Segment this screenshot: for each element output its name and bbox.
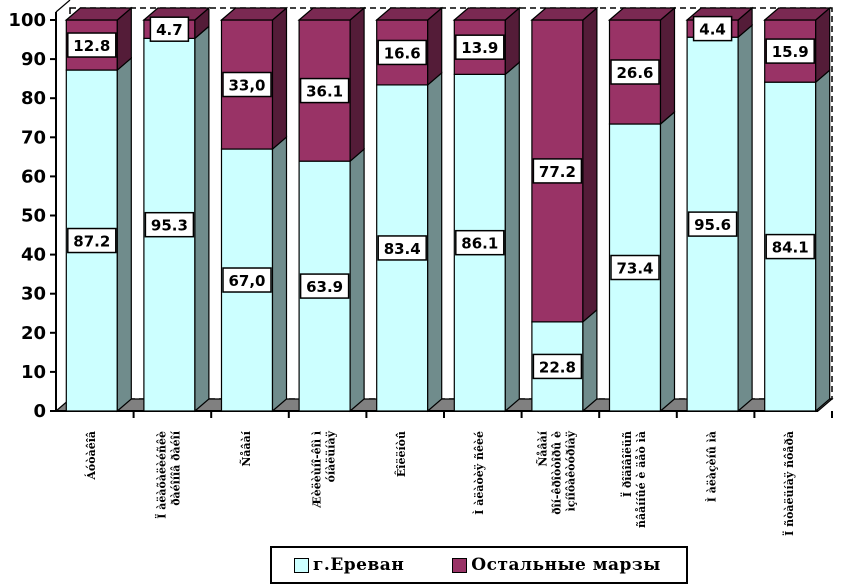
x-category-label: Ï ñòàëüíàÿ ñôåðà (782, 431, 796, 536)
data-label: 22.8 (539, 358, 576, 376)
data-label-box (610, 254, 660, 281)
y-tick-label: 80 (21, 88, 46, 109)
bar-segment-side (659, 6, 676, 126)
bar-segment-side (194, 25, 210, 413)
bar-segment-side (815, 6, 831, 84)
data-label: 86.1 (461, 235, 498, 253)
data-label: 13.9 (461, 39, 498, 57)
bar-top (607, 7, 677, 21)
data-label-box (222, 71, 272, 98)
data-label-box (455, 34, 505, 60)
data-label-box (299, 273, 350, 299)
y-tick-label: 100 (8, 10, 46, 31)
bar-top (64, 7, 133, 21)
data-label-box (610, 59, 660, 85)
data-label: 63.9 (306, 278, 343, 296)
data-label-box (377, 235, 427, 261)
data-label-box (532, 353, 583, 380)
x-category-label: Ï àëàõàëèéñêèðàéîíîâ ðàéîí (154, 430, 182, 519)
x-category-label: Ì àëàòèÿ ñêèé (472, 431, 486, 515)
legend-label-yerevan: г.Ереван (313, 555, 405, 575)
x-category-label: Áóòàêîâ (84, 431, 98, 481)
data-label: 15.9 (772, 43, 809, 61)
data-label: 77.2 (539, 163, 576, 181)
bar-segment-side (582, 6, 598, 324)
data-label: 16.6 (384, 44, 421, 62)
bar-segment-side (659, 110, 676, 413)
data-label-box (687, 211, 738, 237)
data-label-box (455, 229, 505, 256)
bar-segment-side (737, 23, 753, 413)
y-tick-label: 70 (21, 127, 46, 148)
bar-top (297, 7, 366, 21)
data-label: 95.6 (694, 216, 731, 234)
data-label: 12.8 (73, 37, 110, 55)
x-category-label: Ì àëàçèíû ìà (705, 431, 719, 502)
data-label-box (222, 267, 272, 293)
bar-top (219, 7, 289, 21)
legend-item-yerevan: г.Ереван (294, 555, 404, 575)
x-category-label: Ñåâàí (239, 430, 253, 466)
data-label: 83.4 (384, 240, 421, 258)
data-label: 33,0 (228, 77, 265, 95)
legend-label-other-regions: Остальные марзы (471, 555, 661, 575)
data-label-box (765, 38, 815, 64)
data-label: 95.3 (151, 217, 188, 235)
data-label-box (144, 211, 195, 238)
y-tick-label: 20 (21, 323, 46, 344)
bar-segment-side (349, 6, 365, 163)
data-label-box (299, 77, 350, 104)
bar-segment-side (349, 147, 365, 413)
y-tick-label: 60 (21, 166, 46, 187)
x-category-label: Æèëèùíî-êîì ìóíàëüíàÿ (311, 430, 338, 508)
y-tick-label: 50 (21, 206, 46, 227)
y-tick-label: 40 (21, 245, 46, 266)
x-category-label: Êîëëíòû (394, 431, 408, 477)
data-label: 67,0 (228, 272, 265, 290)
data-label: 73.4 (616, 260, 653, 278)
bar-segment-side (815, 68, 831, 413)
y-tick-label: 10 (21, 362, 46, 383)
legend-swatch-other-regions (452, 557, 468, 573)
y-axis-depth-line (55, 0, 71, 13)
data-label-box (692, 15, 733, 42)
data-label: 84.1 (772, 239, 809, 257)
bar-segment-side (427, 71, 443, 413)
data-label-box (149, 16, 190, 42)
bar-segment-side (116, 56, 132, 413)
bar-top (530, 7, 599, 21)
legend-item-other-regions: Остальные марзы (452, 555, 661, 575)
legend: г.Ереван Остальные марзы (270, 546, 688, 584)
bar-segment-side (427, 6, 443, 87)
y-tick-label: 0 (33, 401, 46, 422)
data-label: 4.7 (156, 21, 183, 39)
data-label-box (377, 39, 427, 66)
data-label: 87.2 (73, 233, 110, 251)
legend-swatch-yerevan (294, 557, 309, 573)
bar-segment-side (504, 61, 520, 413)
data-label-box (67, 32, 117, 58)
data-label-box (765, 233, 815, 260)
bar-segment-side (582, 308, 598, 413)
data-label: 36.1 (306, 83, 343, 101)
y-tick-label: 90 (21, 49, 46, 70)
x-category-label: Ñåâàíðîí-êðîòòîðû èìçíîôàêòóðíàÿ (535, 430, 577, 515)
data-label: 26.6 (616, 64, 653, 82)
y-tick-label: 30 (21, 284, 46, 305)
x-category-label: Ï ðîäîâîëüññâåííûé è äåò ìà (620, 431, 648, 528)
bar-top (375, 7, 444, 21)
data-label-box (532, 158, 583, 184)
bar-segment-side (271, 135, 288, 413)
data-label-box (67, 227, 117, 254)
data-label: 4.4 (699, 21, 726, 39)
bar-top (763, 7, 832, 21)
bar-top (452, 7, 521, 21)
bar-segment-side (271, 6, 288, 151)
